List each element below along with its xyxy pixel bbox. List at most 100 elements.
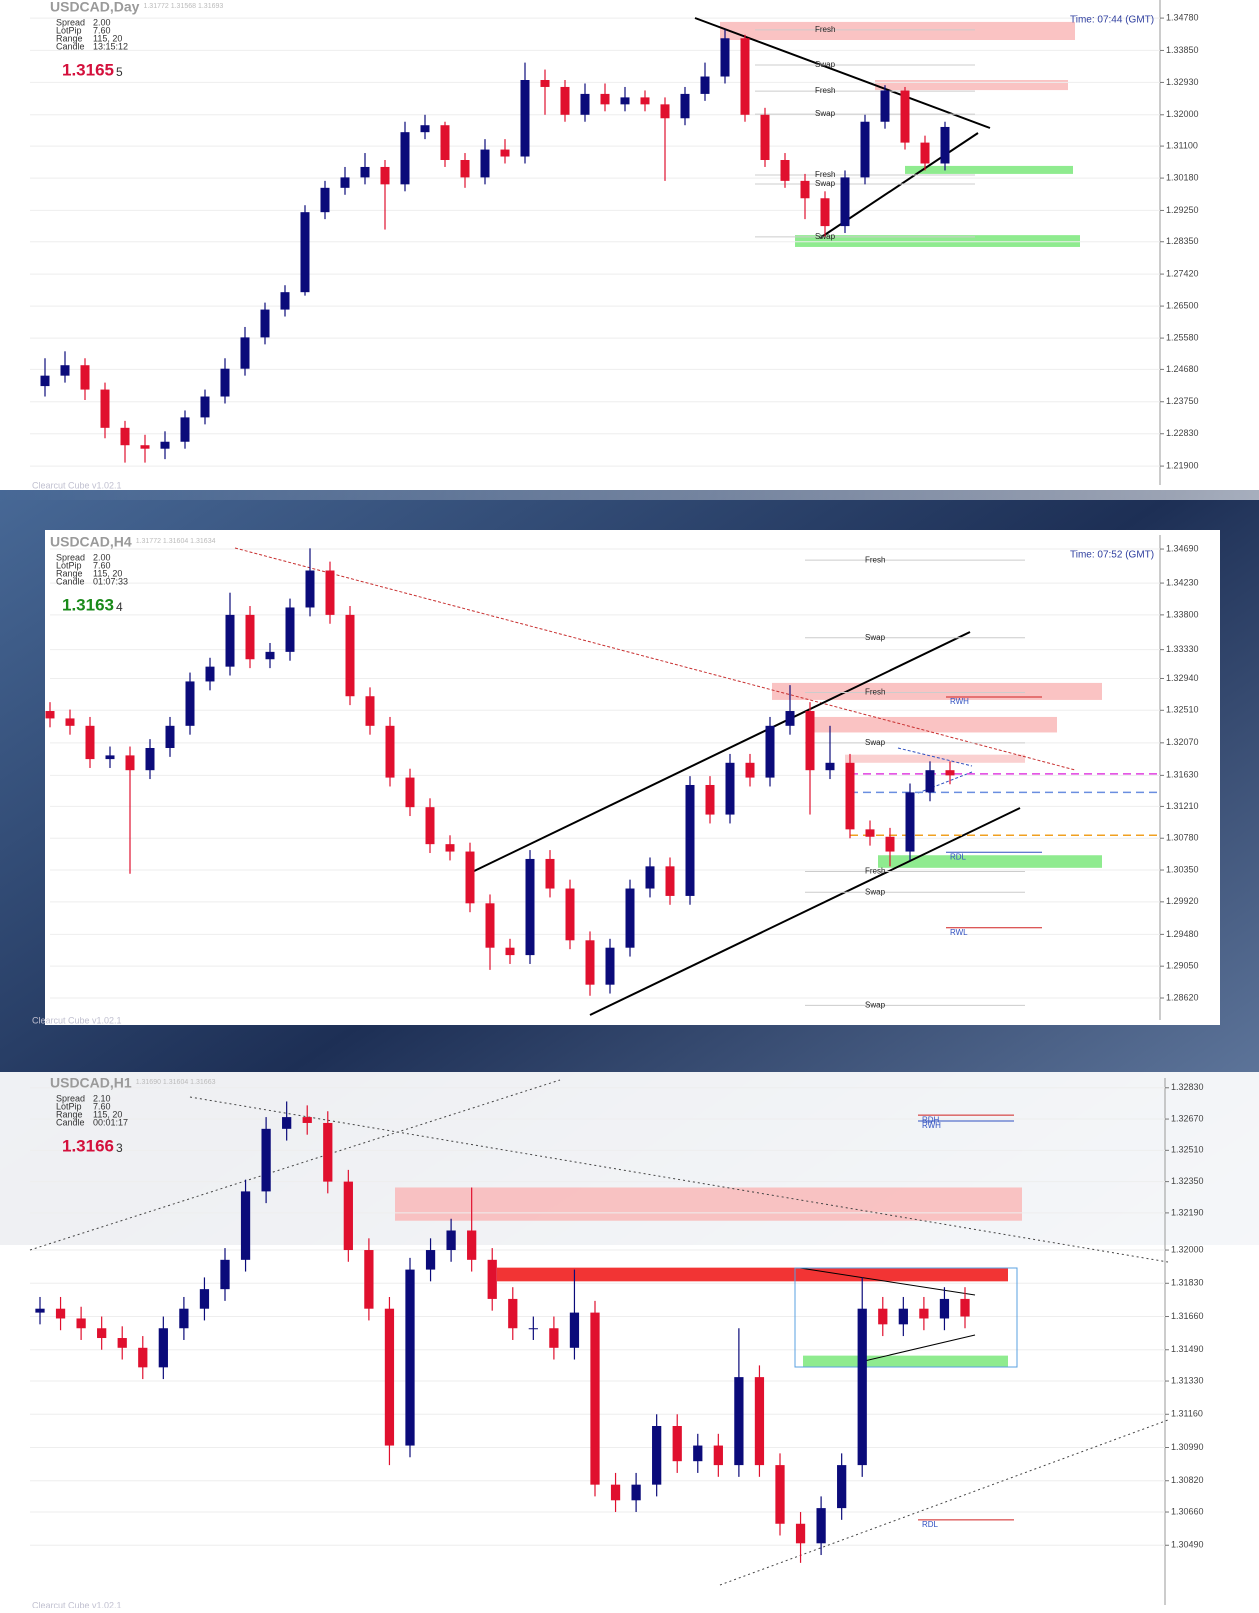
chart-title: USDCAD,Day — [50, 0, 140, 15]
range-label: RDL — [922, 1520, 939, 1529]
time: Time: 07:44 (GMT) — [1070, 15, 1154, 26]
candle-body — [540, 80, 550, 87]
info-value: 00:01:17 — [93, 1117, 128, 1127]
candle-body — [285, 607, 295, 652]
candle-body — [360, 166, 370, 178]
zone — [772, 682, 1102, 700]
level-label: Swap — [865, 738, 886, 747]
info-label: Spread — [56, 552, 85, 562]
candle-body — [685, 784, 695, 896]
candle-body — [525, 858, 535, 956]
candle-body — [185, 681, 195, 726]
candle-body — [117, 1338, 127, 1348]
candle-body — [760, 114, 770, 160]
candle-body — [200, 396, 210, 418]
candle-body — [665, 866, 675, 896]
candle-body — [900, 90, 910, 143]
candle-body — [878, 1308, 888, 1325]
zone — [395, 1187, 1022, 1221]
candle-body — [405, 777, 415, 808]
candle-body — [940, 126, 950, 164]
price: 1.3166 — [62, 1136, 114, 1155]
y-tick-label: 1.31160 — [1171, 1409, 1203, 1419]
info-value: 7.60 — [93, 1101, 111, 1111]
time: Time: 07:52 (GMT) — [1070, 550, 1154, 561]
candle-body — [260, 309, 270, 338]
candle-body — [100, 389, 110, 428]
candle-body — [693, 1445, 703, 1462]
candle-body — [500, 149, 510, 157]
candle-body — [590, 1312, 600, 1485]
y-tick-label: 1.26500 — [1166, 300, 1199, 310]
y-tick-label: 1.30490 — [1171, 1540, 1204, 1550]
candle-body — [880, 90, 890, 122]
candle-body — [320, 187, 330, 213]
candle-body — [343, 1181, 353, 1251]
candle-body — [165, 725, 175, 749]
candle-body — [898, 1308, 908, 1325]
level-label: Swap — [815, 60, 836, 69]
y-tick-label: 1.32000 — [1171, 1244, 1204, 1254]
info-label: Range — [56, 33, 83, 43]
candle-body — [180, 417, 190, 442]
candle-body — [860, 121, 870, 178]
candle-body — [820, 198, 830, 227]
y-tick-label: 1.22830 — [1166, 428, 1199, 438]
candle-body — [400, 132, 410, 185]
candle-body — [569, 1312, 580, 1348]
candle-body — [720, 38, 730, 77]
trendline — [589, 807, 1021, 1016]
candle-body — [80, 365, 90, 390]
zone — [497, 1267, 1008, 1282]
info-label: Candle — [56, 41, 85, 51]
candle-body — [65, 718, 75, 726]
y-tick-label: 1.31830 — [1171, 1278, 1204, 1288]
y-tick-label: 1.31330 — [1171, 1375, 1204, 1385]
candle-body — [240, 1191, 251, 1260]
candle-body — [97, 1328, 107, 1339]
y-tick-label: 1.32510 — [1171, 1145, 1204, 1155]
candle-body — [384, 1308, 395, 1446]
footer: Clearcut Cube v1.02.1 — [32, 1015, 122, 1025]
candle-body — [158, 1328, 168, 1368]
quote: 1.31772 1.31604 1.31634 — [136, 538, 216, 545]
candle-body — [840, 177, 850, 227]
y-tick-label: 1.29250 — [1166, 205, 1199, 215]
candle-body — [145, 748, 155, 771]
candle-body — [245, 614, 255, 660]
info-value: 7.60 — [93, 25, 111, 35]
y-tick-label: 1.31630 — [1166, 770, 1199, 780]
zone — [878, 855, 1102, 868]
candle-body — [800, 180, 810, 199]
y-tick-label: 1.31660 — [1171, 1311, 1204, 1321]
candle-body — [865, 829, 875, 837]
quote: 1.31772 1.31568 1.31693 — [143, 3, 223, 10]
level-label: Swap — [815, 179, 836, 188]
level-label: Swap — [865, 633, 886, 642]
trendline — [799, 1267, 976, 1296]
candle-body — [600, 93, 610, 105]
level-label: Fresh — [815, 170, 835, 179]
candle-body — [380, 166, 390, 185]
candle-body — [465, 851, 475, 904]
y-tick-label: 1.33330 — [1166, 644, 1199, 654]
range-label: RWH — [950, 697, 969, 706]
candle-body — [785, 711, 795, 726]
candle-body — [323, 1122, 333, 1182]
level-label: Swap — [865, 887, 886, 896]
info-label: Candle — [56, 576, 85, 586]
y-tick-label: 1.29050 — [1166, 961, 1199, 971]
candle-body — [35, 1308, 45, 1313]
candle-body — [765, 725, 775, 778]
candle-body — [754, 1377, 765, 1466]
footer: Clearcut Cube v1.02.1 — [32, 1600, 122, 1608]
candle-body — [919, 1308, 929, 1319]
candle-body — [305, 570, 315, 608]
info-value: 13:15:12 — [93, 41, 128, 51]
info-value: 115, 20 — [93, 568, 122, 578]
panel-fade — [0, 460, 1259, 500]
candle-body — [225, 614, 235, 667]
trendline — [694, 17, 991, 129]
candle-body — [780, 160, 790, 181]
